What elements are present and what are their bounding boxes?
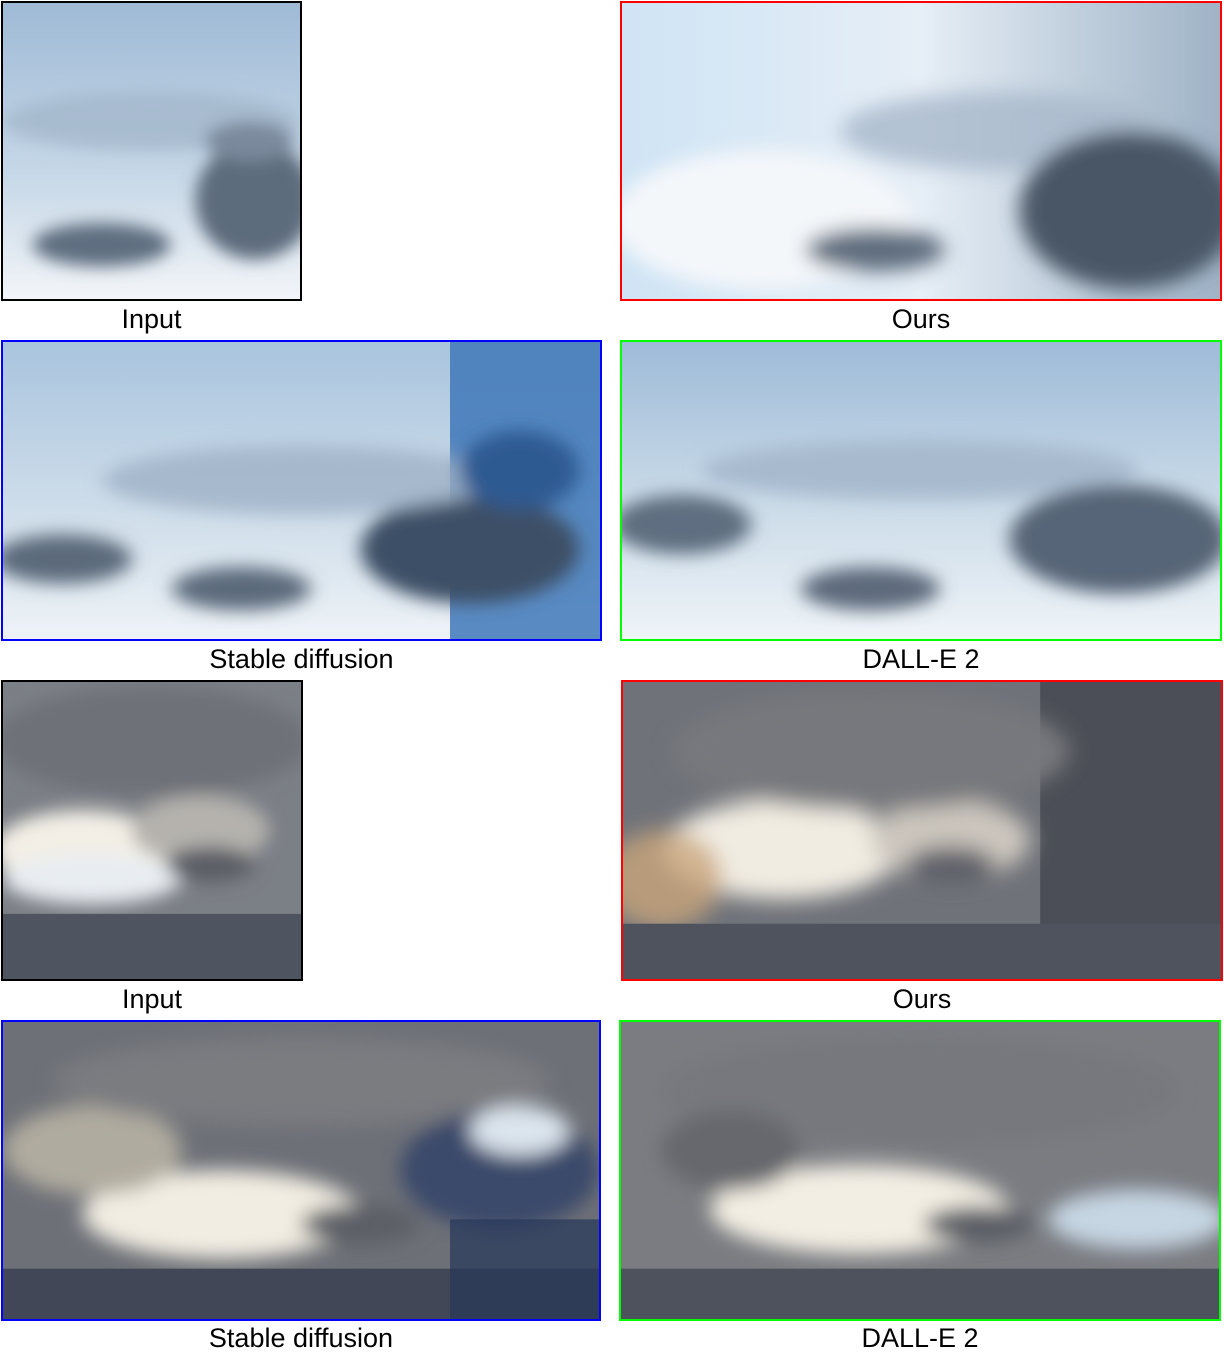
- example2-input-image: [1, 680, 303, 981]
- example1-dalle2-image: [620, 340, 1222, 641]
- example2-ours-image: [621, 680, 1223, 981]
- example2-dalle2-image: [619, 1020, 1221, 1321]
- example2-stable-diffusion-image: [1, 1020, 601, 1321]
- example2-stable-diffusion-caption: Stable diffusion: [1, 1322, 601, 1354]
- example1-ours-image: [620, 1, 1222, 301]
- example2-dalle2-caption: DALL-E 2: [619, 1322, 1221, 1354]
- example1-ours-caption: Ours: [620, 303, 1222, 335]
- example1-input-caption: Input: [1, 303, 302, 335]
- example1-stable-diffusion-image: [1, 340, 602, 641]
- example1-stable-diffusion-caption: Stable diffusion: [1, 643, 602, 675]
- example2-ours-caption: Ours: [621, 983, 1223, 1015]
- example2-input-caption: Input: [1, 983, 303, 1015]
- example1-input-image: [1, 1, 302, 301]
- example1-dalle2-caption: DALL-E 2: [620, 643, 1222, 675]
